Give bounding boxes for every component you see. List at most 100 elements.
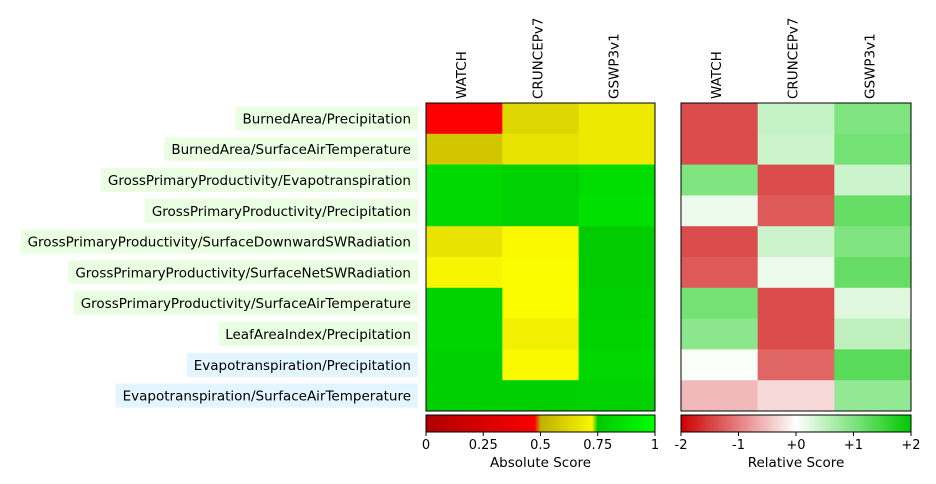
heatmap-cell xyxy=(426,103,503,135)
colorbar-tick-label: 1 xyxy=(651,438,659,453)
heatmap-cell xyxy=(426,164,503,196)
heatmap-cell xyxy=(834,103,912,135)
heatmap-frame xyxy=(680,102,912,412)
heatmap-cell xyxy=(681,287,759,320)
heatmap-cell xyxy=(757,103,835,135)
colorbar-tick-label: 0 xyxy=(422,438,430,453)
heatmap-cell xyxy=(502,133,580,166)
colorbar-tick-label: 0.5 xyxy=(530,438,551,453)
heatmap-cell xyxy=(426,380,503,412)
heatmap-cell xyxy=(502,164,580,196)
row-label: LeafAreaIndex/Precipitation xyxy=(225,327,411,343)
heatmap-cell xyxy=(681,318,759,350)
column-label: GSWP3v1 xyxy=(607,33,623,99)
row-label: Evapotranspiration/Precipitation xyxy=(194,358,411,374)
heatmap-cell xyxy=(578,287,656,320)
colorbar-gradient xyxy=(680,414,912,433)
heatmap-cell xyxy=(681,195,759,227)
heatmap-cell xyxy=(834,349,912,381)
heatmap-cell xyxy=(426,133,503,166)
heatmap-cell xyxy=(757,318,835,350)
heatmap-frame xyxy=(425,102,656,412)
heatmap-cell xyxy=(426,226,503,258)
row-label: GrossPrimaryProductivity/SurfaceDownward… xyxy=(28,235,411,251)
heatmap-cell xyxy=(426,287,503,320)
heatmap-cell xyxy=(681,380,759,412)
absolute-score-heatmap: WATCH CRUNCEPv7 GSWP3v1 xyxy=(425,18,656,412)
heatmap-cell xyxy=(578,226,656,258)
column-label: CRUNCEPv7 xyxy=(530,18,546,99)
heatmap-cell xyxy=(681,257,759,289)
column-label: GSWP3v1 xyxy=(862,33,878,99)
heatmap-cell xyxy=(578,318,656,350)
row-label-background xyxy=(235,106,418,131)
colorbar-gradient xyxy=(425,414,656,433)
heatmap-cell xyxy=(578,133,656,166)
relative-score-heatmap: WATCH CRUNCEPv7 GSWP3v1 xyxy=(680,18,912,412)
row-label-background xyxy=(20,229,418,254)
heatmap-cell xyxy=(502,380,580,412)
row-label-background xyxy=(115,383,418,408)
heatmap-cell xyxy=(681,133,759,166)
absolute-score-colorbar: 0 0.25 0.5 0.75 1 Absolute Score xyxy=(422,414,659,471)
heatmap-cell xyxy=(757,226,835,258)
heatmap-cell xyxy=(578,380,656,412)
colorbar-tick-label: +1 xyxy=(844,438,863,453)
row-label: GrossPrimaryProductivity/Precipitation xyxy=(152,204,411,220)
heatmap-cell xyxy=(426,318,503,350)
heatmap-cell xyxy=(502,287,580,320)
heatmap-cell xyxy=(578,257,656,289)
row-label-background xyxy=(73,291,418,316)
heatmap-cell xyxy=(578,349,656,381)
heatmap-cell xyxy=(426,349,503,381)
row-label-background xyxy=(100,168,418,192)
heatmap-cell xyxy=(681,164,759,196)
heatmap-cell xyxy=(681,349,759,381)
heatmap-cell xyxy=(834,226,912,258)
row-label-background xyxy=(68,260,418,285)
heatmap-cell xyxy=(834,287,912,320)
row-label: GrossPrimaryProductivity/SurfaceNetSWRad… xyxy=(75,265,411,281)
heatmap-cell xyxy=(834,164,912,196)
row-label-background xyxy=(164,137,418,162)
heatmap-cell xyxy=(578,195,656,227)
heatmap-cell xyxy=(426,195,503,227)
heatmap-cell xyxy=(502,103,580,135)
heatmap-cell xyxy=(834,380,912,412)
colorbar-tick-label: 0.75 xyxy=(583,438,612,453)
heatmap-cell xyxy=(502,318,580,350)
heatmap-cell xyxy=(834,318,912,350)
colorbar-tick-label: -1 xyxy=(732,438,745,453)
colorbar-tick-label: -2 xyxy=(675,438,688,453)
heatmap-cell xyxy=(502,349,580,381)
heatmap-cell xyxy=(757,380,835,412)
row-label-background xyxy=(186,352,418,377)
colorbar-label: Absolute Score xyxy=(490,455,591,471)
relative-score-colorbar: -2 -1 +0 +1 +2 Relative Score xyxy=(675,414,921,471)
column-label: WATCH xyxy=(454,51,470,99)
row-label: GrossPrimaryProductivity/SurfaceAirTempe… xyxy=(81,296,411,312)
heatmap-cell xyxy=(426,257,503,289)
heatmap-cell xyxy=(757,133,835,166)
row-label: BurnedArea/SurfaceAirTemperature xyxy=(171,142,411,158)
heatmap-cell xyxy=(834,195,912,227)
heatmap-cell xyxy=(757,349,835,381)
heatmap-cell xyxy=(757,195,835,227)
heatmap-cell xyxy=(834,257,912,289)
colorbar-tick-label: +0 xyxy=(786,438,805,453)
column-label: WATCH xyxy=(709,51,725,99)
heatmap-cell xyxy=(502,195,580,227)
column-label: CRUNCEPv7 xyxy=(786,18,802,99)
row-label-background xyxy=(144,198,418,223)
heatmap-cell xyxy=(757,257,835,289)
row-label-background xyxy=(218,322,418,346)
row-label: Evapotranspiration/SurfaceAirTemperature xyxy=(123,389,411,405)
colorbar-label: Relative Score xyxy=(748,455,845,471)
heatmap-cell xyxy=(681,226,759,258)
colorbar-tick-label: 0.25 xyxy=(469,438,498,453)
row-labels: BurnedArea/Precipitation BurnedArea/Surfa… xyxy=(20,106,418,408)
heatmap-cell xyxy=(578,103,656,135)
row-label: BurnedArea/Precipitation xyxy=(242,111,411,127)
heatmap-cell xyxy=(578,164,656,196)
